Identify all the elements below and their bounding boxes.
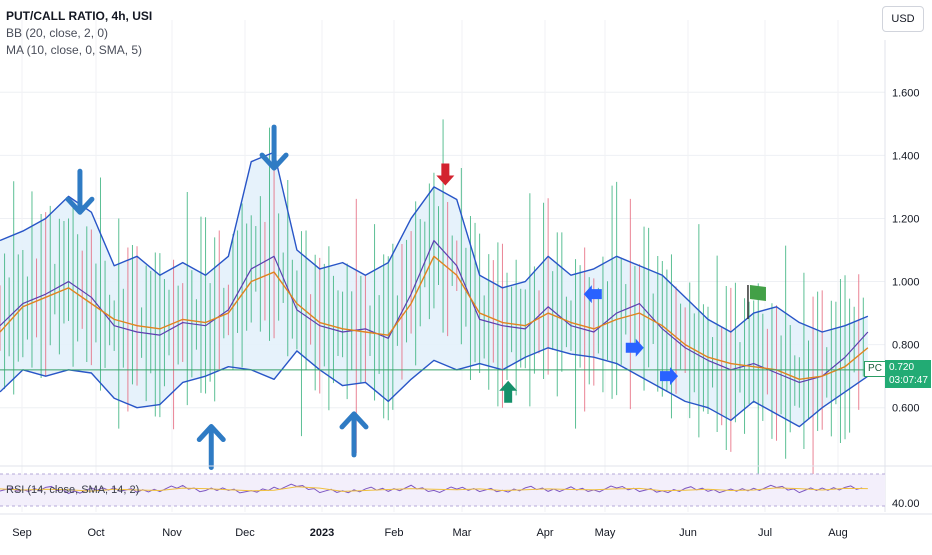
right-marker-jun: [625, 338, 644, 357]
y-tick-label: 1.600: [892, 87, 920, 99]
x-tick-label: Nov: [162, 527, 182, 539]
up-arrow-dec: [196, 424, 226, 471]
bb-upper-line: [0, 151, 869, 333]
currency-button[interactable]: USD: [882, 6, 924, 32]
y-tick-label: 0.600: [892, 403, 920, 415]
y-tick-label: 0.800: [892, 340, 920, 352]
last-price-tag: 0.720 03:07:47: [885, 360, 931, 388]
x-tick-label: 2023: [310, 527, 334, 539]
bb-indicator-label[interactable]: BB (20, close, 2, 0): [6, 26, 109, 40]
y-tick-label: 1.400: [892, 150, 920, 162]
x-tick-label: Dec: [235, 527, 255, 539]
rsi-axis-label: 40.00: [892, 498, 920, 510]
up-arrow-apr: [499, 380, 518, 403]
up-arrow-feb: [339, 411, 369, 458]
left-marker-jun: [583, 285, 602, 304]
x-tick-label: May: [595, 527, 616, 539]
y-tick-label: 1.000: [892, 277, 920, 289]
rsi-ma-line: [0, 486, 868, 492]
right-marker-jul: [660, 367, 679, 386]
flag-icon: [747, 285, 766, 319]
symbol-tag: PC: [864, 361, 886, 377]
x-tick-label: Jun: [679, 527, 697, 539]
down-arrow-jan: [259, 124, 289, 171]
x-tick-label: Feb: [385, 527, 404, 539]
bb-lower-line: [0, 347, 869, 428]
x-tick-label: Jul: [758, 527, 772, 539]
chart-legend: PUT/CALL RATIO, 4h, USI BB (20, close, 2…: [6, 8, 152, 59]
ma-indicator-label[interactable]: MA (10, close, 0, SMA, 5): [6, 43, 143, 57]
x-tick-label: Apr: [536, 527, 553, 539]
rsi-legend[interactable]: RSI (14, close, SMA, 14, 2): [6, 484, 140, 496]
x-tick-label: Oct: [87, 527, 104, 539]
x-tick-label: Sep: [12, 527, 32, 539]
bb-basis-line: [0, 239, 869, 384]
bar-countdown: 03:07:47: [889, 375, 928, 386]
chart-title: PUT/CALL RATIO, 4h, USI: [6, 9, 153, 23]
y-tick-label: 1.200: [892, 213, 920, 225]
x-tick-label: Aug: [828, 527, 848, 539]
x-tick-label: Mar: [453, 527, 472, 539]
down-arrow-oct: [65, 168, 95, 215]
ma-line: [0, 255, 869, 381]
last-price-value: 0.720: [889, 362, 915, 373]
down-arrow-mar: [436, 163, 455, 186]
